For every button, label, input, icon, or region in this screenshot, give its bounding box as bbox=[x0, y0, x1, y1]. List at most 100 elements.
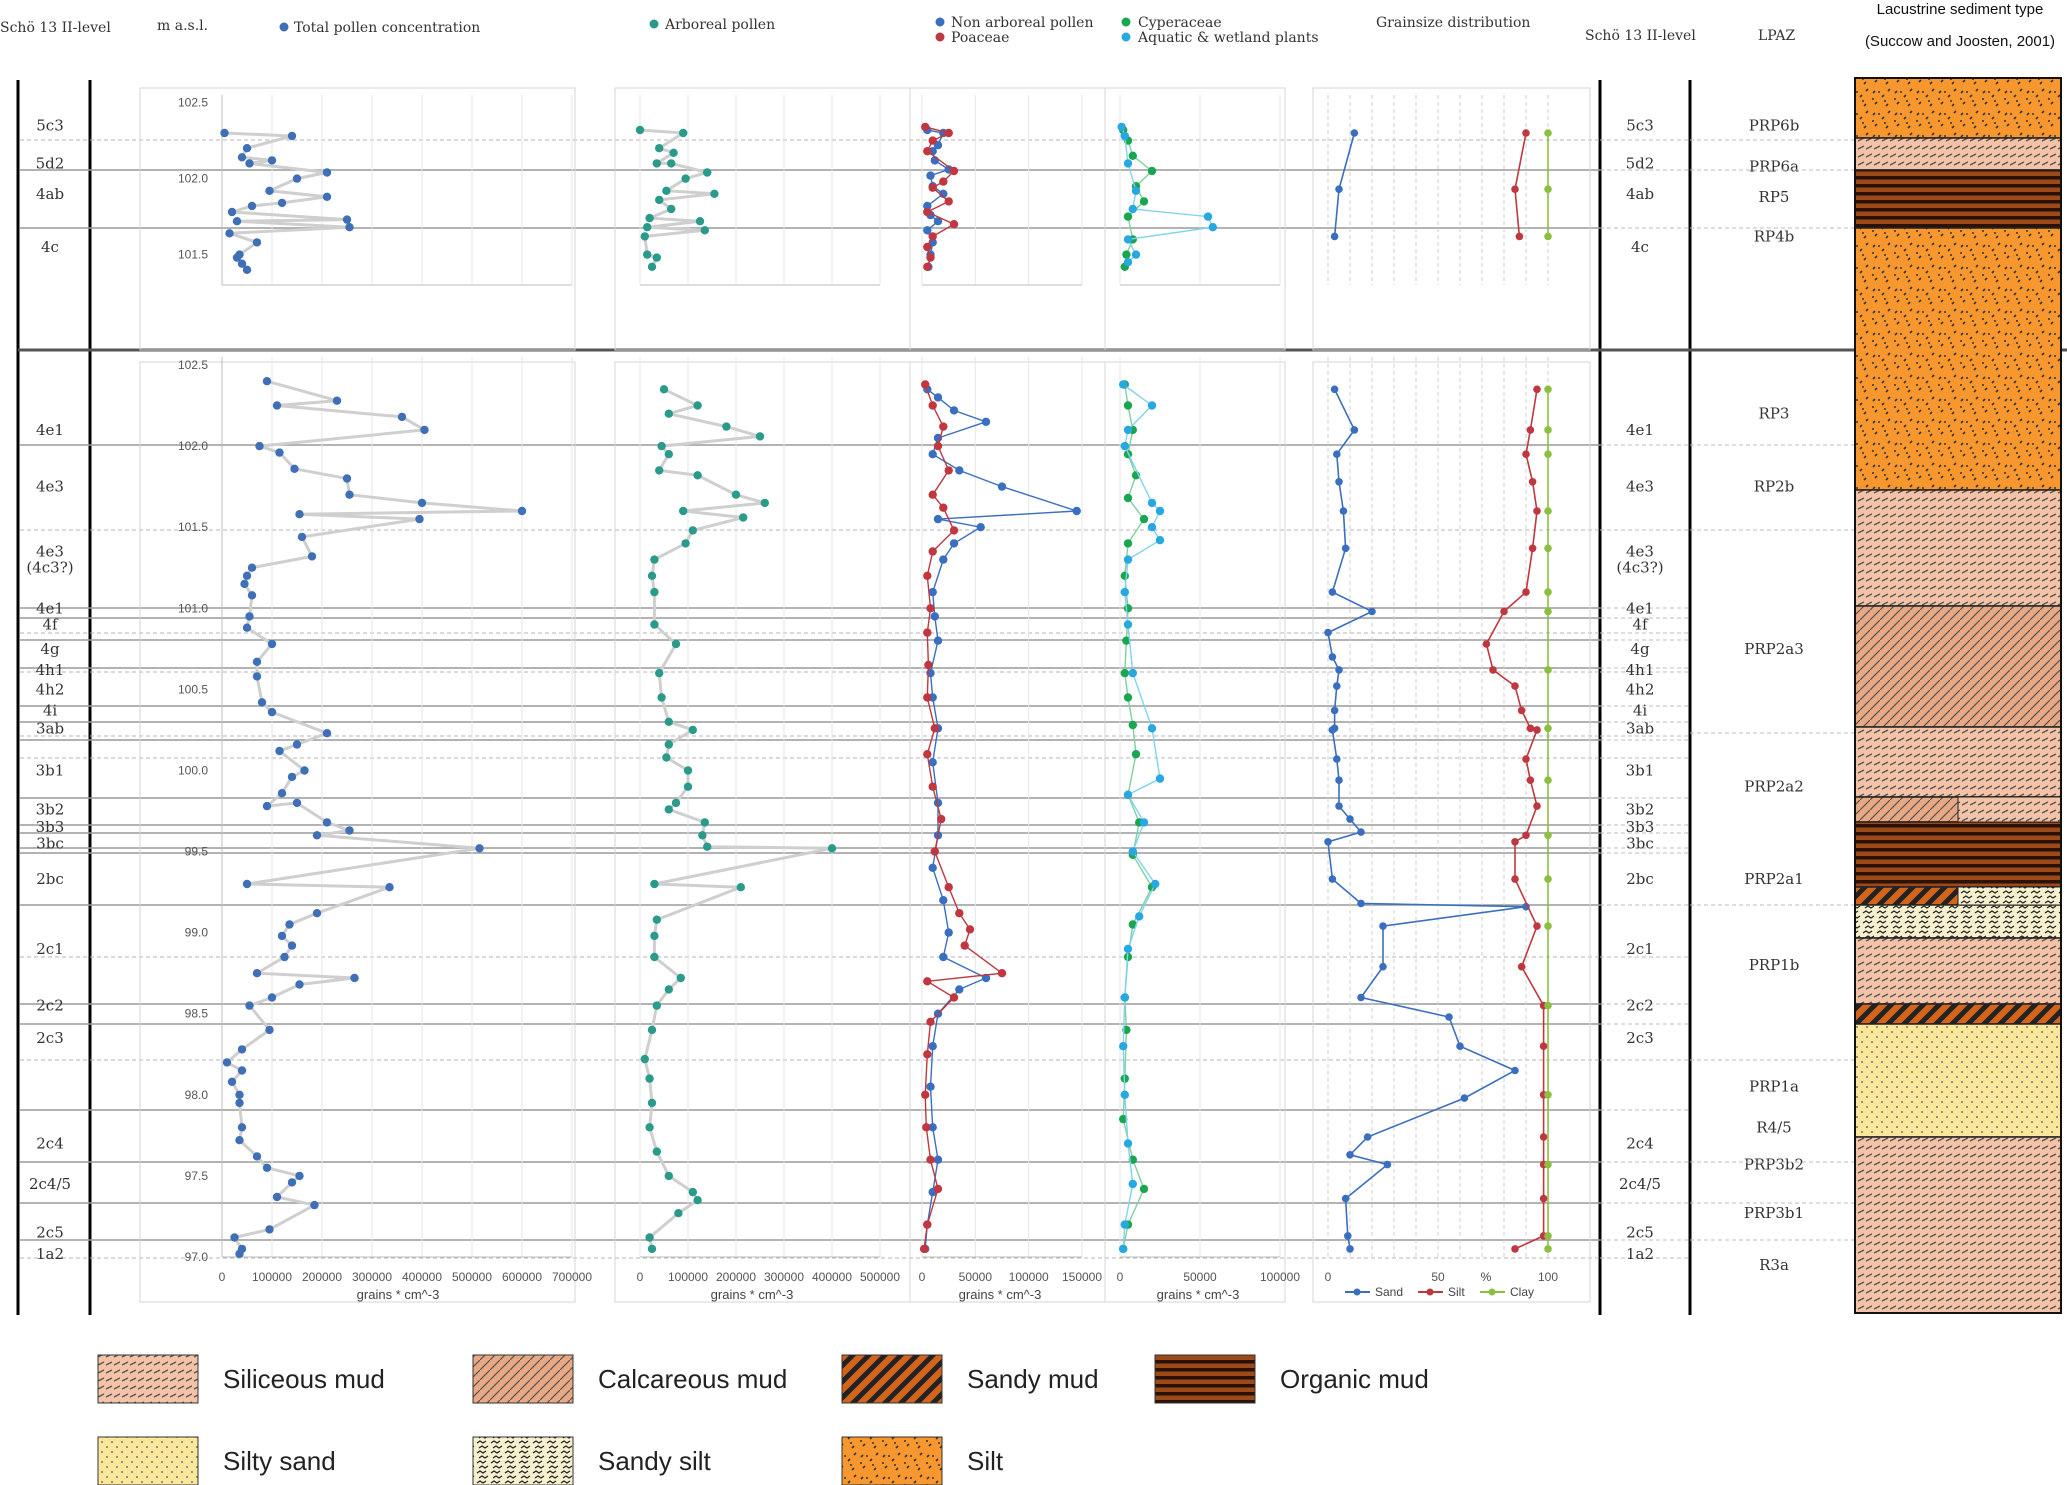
data-point-total-pollen-concentration bbox=[262, 801, 272, 811]
data-point-cyperaceae bbox=[1122, 250, 1131, 259]
data-point-arboreal-pollen bbox=[674, 1209, 683, 1218]
data-point-arboreal-pollen bbox=[657, 693, 666, 702]
data-point-poaceae bbox=[928, 490, 937, 499]
grain-point-sand bbox=[1335, 666, 1343, 674]
data-point-aquatic-wetland-plants bbox=[1131, 250, 1141, 259]
data-point-arboreal-pollen bbox=[664, 409, 673, 418]
data-point-aquatic-wetland-plants bbox=[1123, 235, 1133, 244]
ytick-label: 102.5 bbox=[178, 358, 208, 372]
data-point-poaceae bbox=[928, 547, 937, 556]
grain-point-silt bbox=[1511, 185, 1519, 193]
level-label-left: 3b1 bbox=[36, 761, 65, 779]
level-label-left: 1a2 bbox=[36, 1245, 64, 1263]
ytick-label: 99.0 bbox=[185, 926, 209, 940]
data-point-cyperaceae bbox=[1123, 693, 1133, 702]
data-point-arboreal-pollen bbox=[645, 1123, 654, 1132]
data-point-arboreal-pollen bbox=[736, 883, 745, 892]
data-point-poaceae bbox=[921, 380, 930, 389]
level-label-left: 2c4 bbox=[36, 1134, 64, 1152]
grain-point-sand bbox=[1346, 1151, 1354, 1159]
grain-point-sand bbox=[1460, 1094, 1469, 1102]
data-point-poaceae bbox=[997, 969, 1007, 978]
grain-point-silt bbox=[1533, 726, 1541, 734]
level-label-right: 4e3 bbox=[1626, 543, 1654, 561]
data-point-arboreal-pollen bbox=[662, 753, 671, 762]
data-point-total-pollen-concentration bbox=[295, 1171, 304, 1181]
data-point-total-pollen-concentration bbox=[290, 464, 299, 473]
grain-point-sand bbox=[1335, 802, 1343, 810]
legend-label-silt: Silt bbox=[967, 1446, 1004, 1476]
data-point-total-pollen-concentration bbox=[342, 215, 352, 224]
series-line-non-arboreal-pollen bbox=[924, 388, 1077, 1249]
data-point-poaceae bbox=[930, 724, 939, 733]
data-point-arboreal-pollen bbox=[667, 159, 676, 168]
lpaz-label: PRP6b bbox=[1749, 116, 1800, 134]
data-point-non-arboreal-pollen bbox=[944, 928, 953, 937]
grain-point-clay bbox=[1544, 1001, 1552, 1010]
lpaz-label: PRP2a1 bbox=[1744, 870, 1804, 888]
data-point-arboreal-pollen bbox=[647, 571, 657, 580]
ytick-label: 102.5 bbox=[178, 96, 208, 110]
data-point-arboreal-pollen bbox=[645, 213, 654, 223]
grain-point-clay bbox=[1544, 922, 1552, 930]
data-point-poaceae bbox=[923, 977, 932, 986]
data-point-poaceae bbox=[923, 242, 932, 252]
data-point-total-pollen-concentration bbox=[275, 448, 284, 457]
lpaz-label: PRP1b bbox=[1749, 956, 1800, 974]
data-point-arboreal-pollen bbox=[760, 498, 769, 508]
data-point-total-pollen-concentration bbox=[292, 798, 302, 808]
data-point-poaceae bbox=[930, 847, 939, 856]
data-point-total-pollen-concentration bbox=[242, 879, 252, 889]
data-point-non-arboreal-pollen bbox=[933, 217, 943, 226]
ytick-label: 98.0 bbox=[185, 1088, 209, 1102]
data-point-total-pollen-concentration bbox=[272, 401, 282, 410]
level-label-left: 3bc bbox=[36, 834, 64, 852]
legend-arboreal-marker bbox=[649, 19, 659, 29]
data-point-total-pollen-concentration bbox=[247, 563, 257, 572]
sediment-layer-siliceous bbox=[1854, 137, 2062, 171]
data-point-poaceae bbox=[928, 232, 937, 241]
legend-swatch-sandymud bbox=[841, 1354, 943, 1404]
level-label-right: 2c4 bbox=[1626, 1134, 1654, 1152]
data-point-poaceae bbox=[923, 1050, 932, 1059]
data-point-aquatic-wetland-plants bbox=[1119, 1042, 1128, 1051]
grain-point-sand bbox=[1357, 993, 1365, 1002]
data-point-total-pollen-concentration bbox=[312, 909, 322, 918]
grain-point-silt bbox=[1522, 831, 1530, 840]
sediment-layer-calcareous bbox=[1854, 605, 2062, 728]
data-point-non-arboreal-pollen bbox=[981, 417, 991, 426]
level-label-left: 2c4/5 bbox=[29, 1175, 71, 1193]
grain-point-clay bbox=[1544, 544, 1552, 553]
grain-point-sand bbox=[1350, 129, 1359, 137]
data-point-arboreal-pollen bbox=[667, 204, 676, 214]
data-point-poaceae bbox=[928, 136, 937, 145]
xtick-total: 600000 bbox=[502, 1270, 542, 1284]
sediment-layer-silt bbox=[1854, 227, 2062, 491]
grain-point-silt bbox=[1533, 802, 1541, 810]
data-point-total-pollen-concentration bbox=[252, 1152, 262, 1161]
grain-point-sand bbox=[1328, 653, 1337, 661]
data-point-total-pollen-concentration bbox=[267, 156, 277, 165]
level-label-right: 3b2 bbox=[1626, 800, 1655, 818]
sediment-layer-sandymud bbox=[1854, 1003, 2062, 1025]
xtick-cyp: 50000 bbox=[1183, 1270, 1217, 1284]
series-line-total-pollen-concentration bbox=[224, 131, 350, 271]
data-point-non-arboreal-pollen bbox=[923, 226, 932, 235]
grain-point-silt bbox=[1522, 755, 1530, 763]
grain-point-clay bbox=[1544, 1232, 1552, 1240]
level-label-right: 2c2 bbox=[1626, 997, 1654, 1015]
legend-swatch-siliceous bbox=[97, 1354, 199, 1404]
data-point-total-pollen-concentration bbox=[257, 698, 267, 707]
data-point-arboreal-pollen bbox=[710, 189, 719, 198]
data-point-total-pollen-concentration bbox=[252, 238, 262, 247]
grain-point-sand bbox=[1335, 776, 1343, 784]
xtick-total: 500000 bbox=[452, 1270, 492, 1284]
grain-point-silt bbox=[1489, 666, 1497, 674]
series-line-arboreal-pollen bbox=[639, 128, 715, 268]
data-point-non-arboreal-pollen bbox=[928, 758, 937, 767]
data-point-cyperaceae bbox=[1120, 668, 1130, 678]
xtick-nap: 100000 bbox=[1009, 1270, 1049, 1284]
grain-point-sand bbox=[1368, 607, 1376, 616]
data-point-poaceae bbox=[933, 441, 943, 451]
